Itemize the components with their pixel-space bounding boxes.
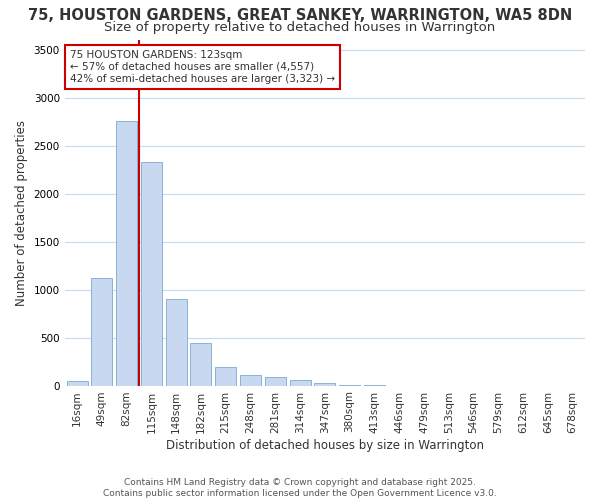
Text: Contains HM Land Registry data © Crown copyright and database right 2025.
Contai: Contains HM Land Registry data © Crown c… [103, 478, 497, 498]
Bar [240, 376, 261, 386]
Text: 75, HOUSTON GARDENS, GREAT SANKEY, WARRINGTON, WA5 8DN: 75, HOUSTON GARDENS, GREAT SANKEY, WARRI… [28, 8, 572, 22]
Bar [265, 377, 286, 386]
Bar [314, 382, 335, 386]
Bar [67, 381, 88, 386]
Bar [215, 367, 236, 386]
Bar [141, 162, 162, 386]
Bar [91, 278, 112, 386]
Y-axis label: Number of detached properties: Number of detached properties [15, 120, 28, 306]
Bar [166, 299, 187, 386]
X-axis label: Distribution of detached houses by size in Warrington: Distribution of detached houses by size … [166, 440, 484, 452]
Bar [190, 344, 211, 386]
Text: Size of property relative to detached houses in Warrington: Size of property relative to detached ho… [104, 21, 496, 34]
Bar [290, 380, 311, 386]
Text: 75 HOUSTON GARDENS: 123sqm
← 57% of detached houses are smaller (4,557)
42% of s: 75 HOUSTON GARDENS: 123sqm ← 57% of deta… [70, 50, 335, 84]
Bar [339, 384, 360, 386]
Bar [116, 120, 137, 386]
